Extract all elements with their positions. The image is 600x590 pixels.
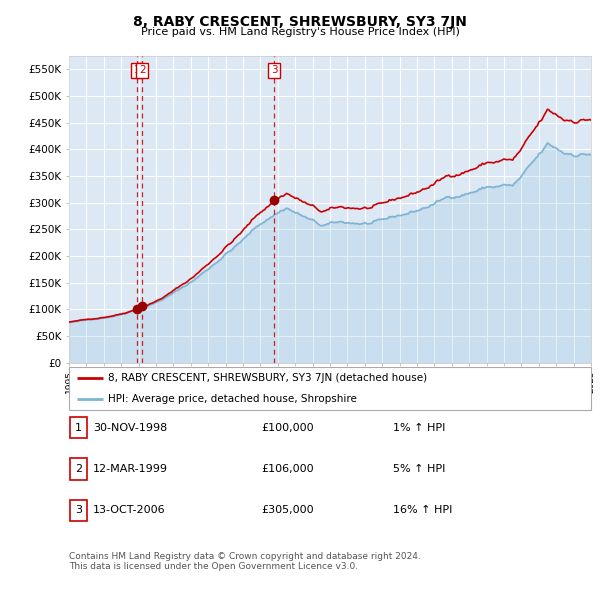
Text: Contains HM Land Registry data © Crown copyright and database right 2024.
This d: Contains HM Land Registry data © Crown c…	[69, 552, 421, 571]
Text: £100,000: £100,000	[261, 423, 314, 432]
Text: £106,000: £106,000	[261, 464, 314, 474]
Text: 1: 1	[75, 423, 82, 432]
Text: 8, RABY CRESCENT, SHREWSBURY, SY3 7JN (detached house): 8, RABY CRESCENT, SHREWSBURY, SY3 7JN (d…	[108, 373, 427, 383]
Text: 1: 1	[134, 65, 140, 76]
Text: 12-MAR-1999: 12-MAR-1999	[93, 464, 168, 474]
Text: 3: 3	[75, 506, 82, 515]
Text: 5% ↑ HPI: 5% ↑ HPI	[393, 464, 445, 474]
Text: 8, RABY CRESCENT, SHREWSBURY, SY3 7JN: 8, RABY CRESCENT, SHREWSBURY, SY3 7JN	[133, 15, 467, 29]
Text: 3: 3	[271, 65, 277, 76]
Text: Price paid vs. HM Land Registry's House Price Index (HPI): Price paid vs. HM Land Registry's House …	[140, 27, 460, 37]
Text: 13-OCT-2006: 13-OCT-2006	[93, 506, 166, 515]
Text: 2: 2	[75, 464, 82, 474]
Text: 2: 2	[139, 65, 146, 76]
Text: 16% ↑ HPI: 16% ↑ HPI	[393, 506, 452, 515]
Text: HPI: Average price, detached house, Shropshire: HPI: Average price, detached house, Shro…	[108, 394, 357, 404]
Text: 1% ↑ HPI: 1% ↑ HPI	[393, 423, 445, 432]
Text: 30-NOV-1998: 30-NOV-1998	[93, 423, 167, 432]
Text: £305,000: £305,000	[261, 506, 314, 515]
